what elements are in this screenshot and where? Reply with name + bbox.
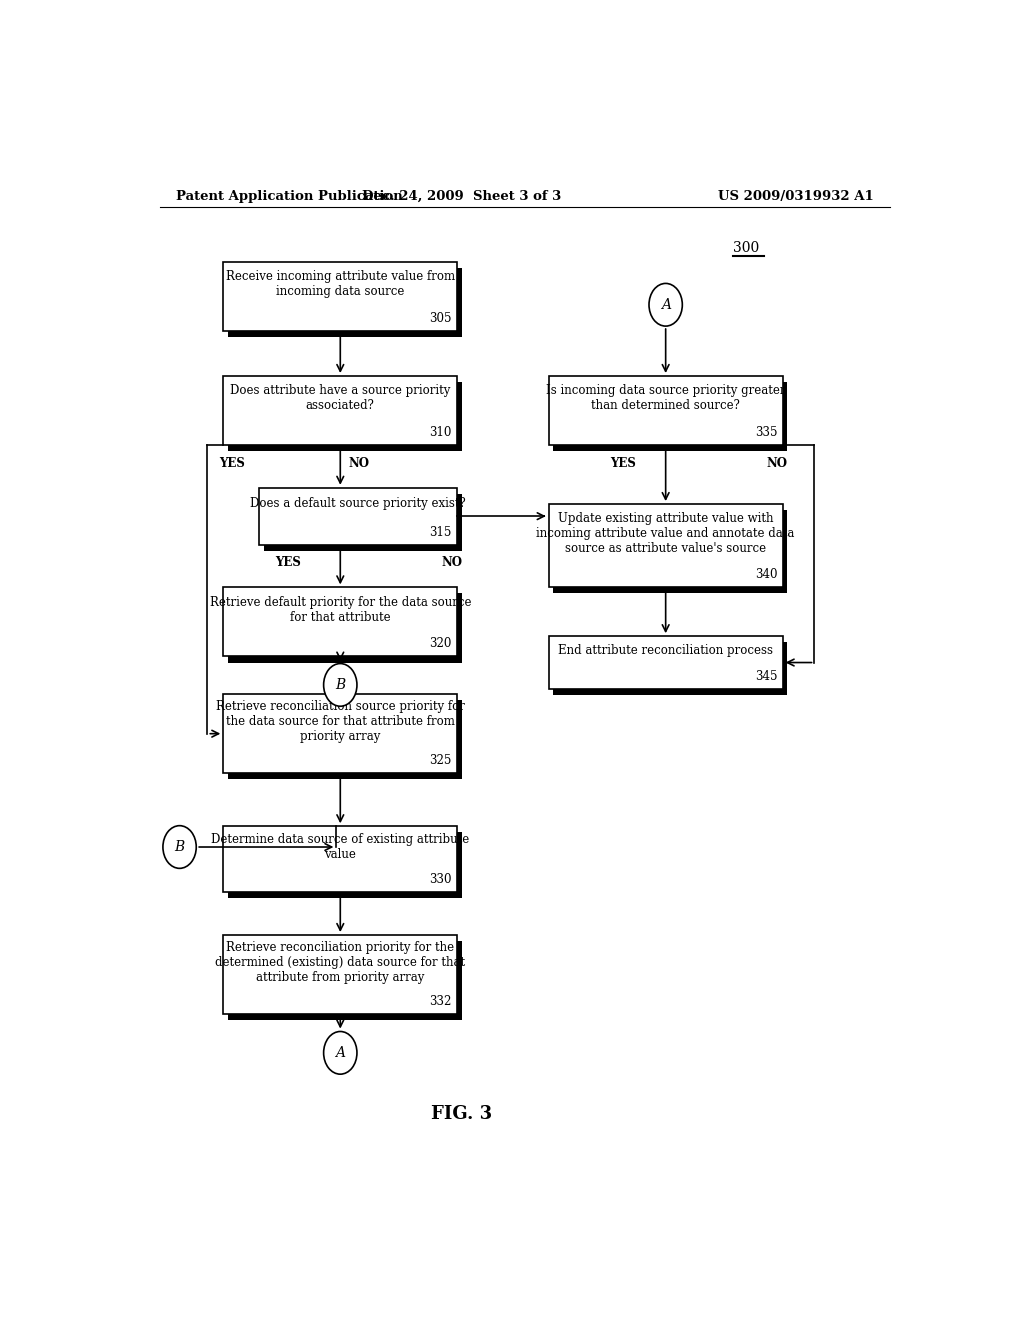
Text: B: B (174, 840, 184, 854)
Text: US 2009/0319932 A1: US 2009/0319932 A1 (718, 190, 873, 202)
Bar (223, 935, 458, 1014)
Bar (228, 833, 462, 899)
Text: Retrieve reconciliation priority for the
determined (existing) data source for t: Retrieve reconciliation priority for the… (215, 941, 465, 983)
Text: YES: YES (219, 457, 245, 470)
Bar (223, 587, 458, 656)
Text: YES: YES (274, 557, 301, 569)
Text: 332: 332 (429, 995, 452, 1008)
Text: 310: 310 (429, 426, 452, 440)
Circle shape (649, 284, 682, 326)
Bar (549, 376, 782, 445)
Text: FIG. 3: FIG. 3 (431, 1105, 492, 1123)
Text: 340: 340 (755, 568, 777, 581)
Bar (223, 263, 458, 331)
Bar (553, 510, 787, 594)
Text: 335: 335 (755, 426, 777, 440)
Text: Dec. 24, 2009  Sheet 3 of 3: Dec. 24, 2009 Sheet 3 of 3 (361, 190, 561, 202)
Text: 305: 305 (429, 312, 452, 325)
Bar (553, 381, 787, 451)
Bar (553, 643, 787, 696)
Bar (223, 694, 458, 774)
Text: Receive incoming attribute value from
incoming data source: Receive incoming attribute value from in… (225, 271, 455, 298)
Text: Retrieve default priority for the data source
for that attribute: Retrieve default priority for the data s… (210, 595, 471, 623)
Text: End attribute reconciliation process: End attribute reconciliation process (558, 644, 773, 657)
Text: B: B (335, 678, 345, 692)
Text: 315: 315 (429, 525, 452, 539)
Circle shape (163, 826, 197, 869)
Bar (228, 268, 462, 338)
Bar (549, 636, 782, 689)
Bar (264, 494, 462, 550)
Text: 320: 320 (429, 638, 452, 651)
Bar (549, 504, 782, 587)
Bar (223, 376, 458, 445)
Bar (223, 826, 458, 892)
Text: Does attribute have a source priority
associated?: Does attribute have a source priority as… (230, 384, 451, 412)
Text: Does a default source priority exist?: Does a default source priority exist? (250, 498, 466, 511)
Text: 330: 330 (429, 873, 452, 886)
Circle shape (324, 664, 357, 706)
Text: NO: NO (348, 457, 370, 470)
Text: Determine data source of existing attribute
value: Determine data source of existing attrib… (211, 833, 469, 861)
Text: Is incoming data source priority greater
than determined source?: Is incoming data source priority greater… (546, 384, 785, 412)
Bar (259, 487, 458, 545)
Bar (228, 700, 462, 779)
Text: 325: 325 (429, 754, 452, 767)
Text: 345: 345 (755, 669, 777, 682)
Text: A: A (335, 1045, 345, 1060)
Text: Update existing attribute value with
incoming attribute value and annotate data
: Update existing attribute value with inc… (537, 512, 795, 554)
Text: 300: 300 (733, 242, 759, 255)
Text: NO: NO (767, 457, 787, 470)
Bar (228, 381, 462, 451)
Text: Retrieve reconciliation source priority for
the data source for that attribute f: Retrieve reconciliation source priority … (216, 700, 465, 743)
Circle shape (324, 1031, 357, 1074)
Text: Patent Application Publication: Patent Application Publication (176, 190, 402, 202)
Bar (228, 594, 462, 663)
Text: YES: YES (610, 457, 636, 470)
Text: A: A (660, 298, 671, 312)
Bar (228, 941, 462, 1020)
Text: NO: NO (441, 557, 463, 569)
